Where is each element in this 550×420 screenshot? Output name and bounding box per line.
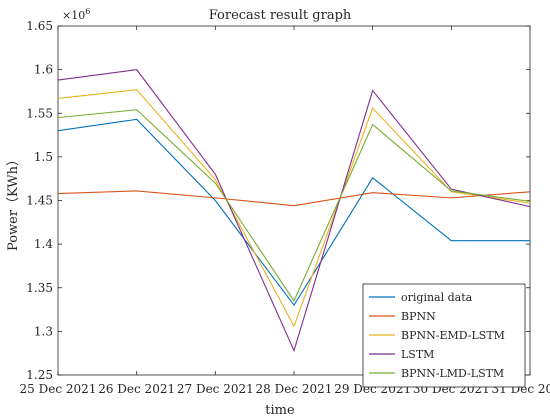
y-exponent-base: ×10 — [62, 9, 85, 22]
y-tick-label: 1.35 — [26, 281, 53, 295]
legend-label: LSTM — [401, 348, 434, 361]
y-tick-label: 1.4 — [34, 237, 53, 251]
y-tick-label: 1.55 — [26, 106, 53, 120]
series-line-0 — [57, 118, 530, 307]
y-tick-label: 1.25 — [26, 368, 53, 382]
y-exponent-power: 6 — [85, 7, 90, 16]
legend-label: original data — [401, 291, 473, 304]
y-tick-label: 1.3 — [34, 324, 53, 338]
y-tick-label: 1.65 — [26, 19, 53, 33]
chart-title: Forecast result graph — [209, 8, 352, 23]
series-line-3 — [57, 69, 531, 353]
legend-label: BPNN — [401, 310, 436, 323]
y-axis-exponent: ×106 — [62, 7, 90, 22]
x-tick-label: 26 Dec 2021 — [98, 382, 175, 396]
y-tick-label: 1.45 — [26, 194, 53, 208]
y-tick-label: 1.6 — [34, 63, 53, 77]
x-axis-label: time — [265, 403, 295, 418]
series-lines — [57, 69, 531, 353]
y-axis: 1.25 1.3 1.35 1.4 1.45 1.5 1.55 1.6 1.65 — [26, 19, 530, 382]
series-line-2 — [57, 89, 531, 328]
x-tick-label: 25 Dec 2021 — [20, 382, 97, 396]
y-axis-label: Power（KWh） — [6, 153, 21, 251]
legend: original data BPNN BPNN-EMD-LSTM LSTM BPNN-L… — [362, 283, 526, 388]
series-line-1 — [57, 190, 531, 207]
series-line-4 — [57, 109, 531, 302]
x-tick-label: 27 Dec 2021 — [177, 382, 254, 396]
legend-label: BPNN-LMD-LSTM — [401, 367, 504, 380]
x-tick-label: 28 Dec 2021 — [256, 382, 333, 396]
legend-label: BPNN-EMD-LSTM — [401, 329, 505, 342]
y-tick-label: 1.5 — [34, 150, 53, 164]
